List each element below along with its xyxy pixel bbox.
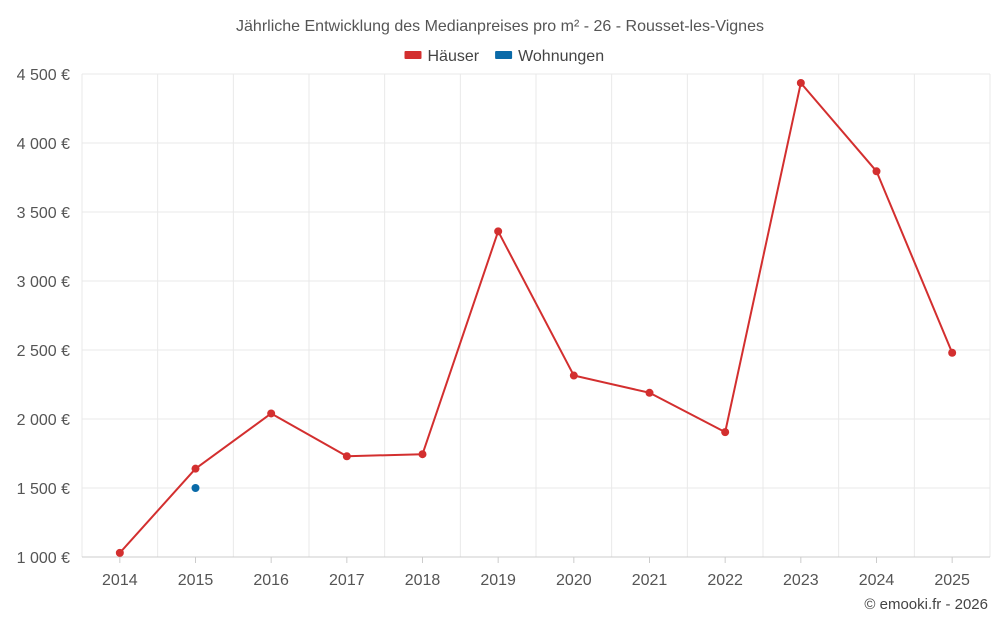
y-tick-label: 2 500 €	[17, 343, 70, 360]
x-tick-label: 2023	[783, 572, 819, 589]
legend-item: Häuser	[404, 48, 480, 65]
x-tick-label: 2014	[102, 572, 138, 589]
y-tick-label: 3 500 €	[17, 205, 70, 222]
data-point	[267, 409, 276, 418]
series-line	[119, 81, 954, 554]
legend: Häuser Wohnungen	[404, 48, 604, 65]
data-point	[115, 548, 124, 557]
legend-swatch	[404, 51, 422, 59]
axes: 1 000 € 1 500 € 2 000 € 2 500 € 3 000 € 3 500…	[17, 67, 990, 589]
x-tick-label: 2025	[934, 572, 970, 589]
y-tick-label: 1 500 €	[17, 481, 70, 498]
legend-label: Wohnungen	[518, 48, 604, 65]
data-point	[191, 464, 200, 473]
data-point	[872, 167, 881, 176]
x-tick-label: 2020	[556, 572, 592, 589]
data-point	[494, 227, 503, 236]
legend-swatch	[495, 51, 513, 59]
x-tick-label: 2019	[480, 572, 516, 589]
data-point	[948, 348, 957, 357]
x-tick-label: 2024	[859, 572, 895, 589]
data-point	[418, 450, 427, 459]
x-tick-label: 2022	[707, 572, 743, 589]
x-tick-label: 2015	[178, 572, 214, 589]
data-point	[191, 484, 200, 492]
series-0	[115, 78, 957, 557]
y-tick-label: 2 000 €	[17, 412, 70, 429]
y-tick-label: 4 500 €	[17, 67, 70, 84]
data-point	[721, 428, 730, 437]
data-point	[342, 452, 351, 461]
data-point	[796, 78, 805, 87]
y-tick-label: 4 000 €	[17, 136, 70, 153]
x-tick-label: 2021	[632, 572, 668, 589]
credit-text: © emooki.fr - 2026	[864, 596, 988, 613]
x-tick-label: 2018	[405, 572, 441, 589]
series-1	[191, 484, 200, 492]
y-tick-label: 3 000 €	[17, 274, 70, 291]
series-layer	[115, 78, 957, 557]
y-tick-label: 1 000 €	[17, 550, 70, 567]
legend-label: Häuser	[428, 48, 480, 65]
chart-title: Jährliche Entwicklung des Medianpreises …	[236, 18, 764, 35]
data-point	[569, 371, 578, 380]
x-tick-label: 2017	[329, 572, 365, 589]
legend-item: Wohnungen	[495, 48, 604, 65]
x-tick-label: 2016	[253, 572, 289, 589]
grid-lines	[81, 73, 991, 558]
data-point	[645, 388, 654, 397]
